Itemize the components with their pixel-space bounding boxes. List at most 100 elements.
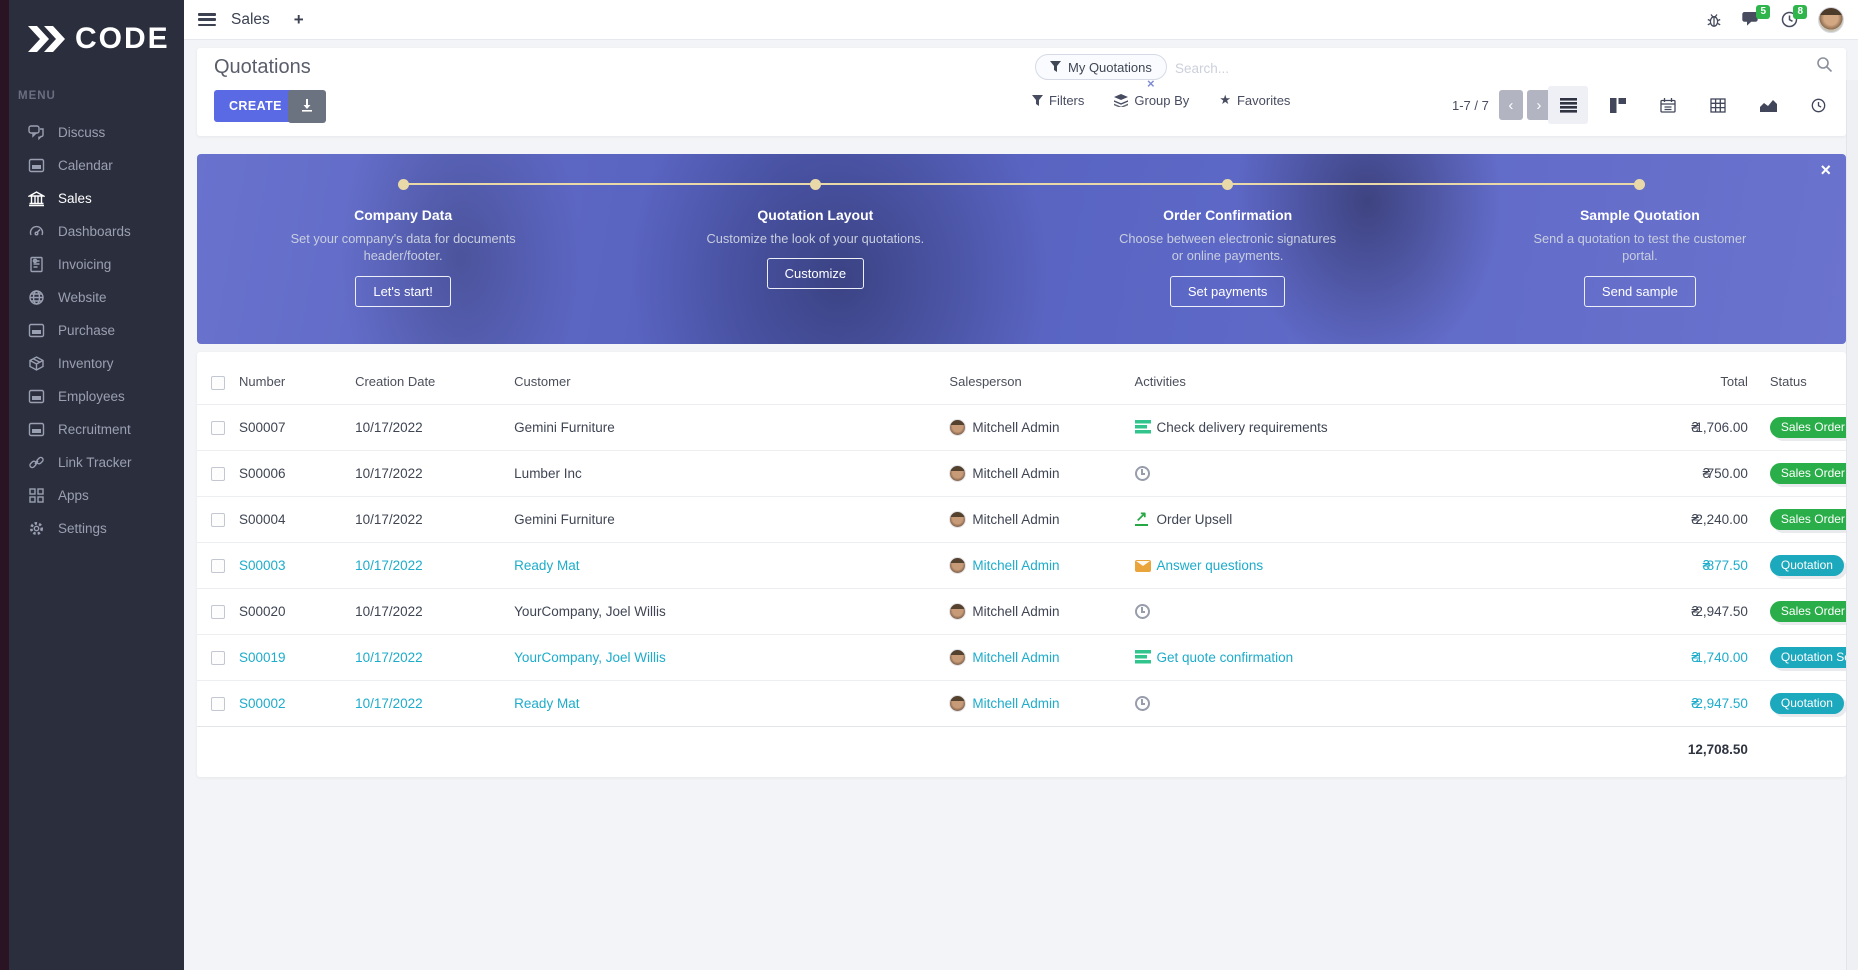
- lets-start-button[interactable]: Let's start!: [355, 275, 451, 307]
- sidebar-item-settings[interactable]: Settings: [0, 512, 184, 545]
- column-header-total[interactable]: Total: [1720, 374, 1748, 390]
- sidebar-item-sales[interactable]: Sales: [0, 182, 184, 215]
- table-row[interactable]: S00007 10/17/2022 Gemini Furniture Mitch…: [197, 403, 1846, 451]
- cell-number: S00007: [237, 403, 354, 451]
- view-activity-button[interactable]: [1798, 86, 1838, 124]
- table-row[interactable]: S00019 10/17/2022 YourCompany, Joel Will…: [197, 633, 1846, 681]
- column-header-number[interactable]: Number: [239, 374, 286, 390]
- set-payments-button[interactable]: Set payments: [1169, 275, 1286, 307]
- sidebar-item-inventory[interactable]: Inventory: [0, 347, 184, 380]
- activity-icon[interactable]: [1134, 603, 1150, 619]
- cell-status: Sales Order: [1747, 587, 1846, 635]
- sidebar-item-recruitment[interactable]: Recruitment: [0, 413, 184, 446]
- total-amount: 2,240.00: [1695, 511, 1748, 527]
- debug-bug-icon[interactable]: [1706, 12, 1722, 28]
- pager-range: 1-7 / 7: [1452, 97, 1489, 113]
- sidebar-item-link-tracker[interactable]: Link Tracker: [0, 446, 184, 479]
- sidebar-item-purchase[interactable]: Purchase: [0, 314, 184, 347]
- view-graph-button[interactable]: [1748, 86, 1788, 124]
- send-sample-button[interactable]: Send sample: [1583, 275, 1696, 307]
- activity-icon[interactable]: [1134, 508, 1151, 527]
- activity-label[interactable]: Get quote confirmation: [1156, 650, 1294, 666]
- activity-label[interactable]: Check delivery requirements: [1156, 420, 1328, 436]
- export-button[interactable]: [288, 90, 326, 123]
- create-button[interactable]: CREATE: [214, 90, 297, 122]
- clock-icon: [1781, 11, 1798, 28]
- sidebar-item-discuss[interactable]: Discuss: [0, 116, 184, 149]
- row-checkbox[interactable]: [211, 650, 225, 665]
- logo-chevrons-icon: [28, 26, 66, 52]
- salesperson-name: Mitchell Admin: [972, 419, 1060, 435]
- cell-creation-date: 10/17/2022: [353, 449, 513, 497]
- search-input[interactable]: [1175, 55, 1795, 81]
- sidebar-item-calendar[interactable]: Calendar: [0, 149, 184, 182]
- select-all-checkbox[interactable]: [211, 375, 225, 390]
- table-row[interactable]: S00004 10/17/2022 Gemini Furniture Mitch…: [197, 495, 1846, 543]
- total-amount: 2,947.50: [1695, 603, 1748, 619]
- view-kanban-button[interactable]: [1598, 86, 1638, 124]
- pager-previous-button[interactable]: ‹: [1498, 90, 1523, 120]
- cell-activity: Order Upsell: [1132, 495, 1598, 543]
- activity-icon[interactable]: [1134, 465, 1150, 481]
- active-app-name[interactable]: Sales: [231, 10, 270, 28]
- table-row[interactable]: S00002 10/17/2022 Ready Mat Mitchell Adm…: [197, 679, 1846, 727]
- sidebar-item-dashboards[interactable]: Dashboards: [0, 215, 184, 248]
- cell-creation-date: 10/17/2022: [353, 403, 513, 451]
- table-row[interactable]: S00006 10/17/2022 Lumber Inc Mitchell Ad…: [197, 449, 1846, 497]
- status-badge: Sales Order: [1769, 508, 1846, 530]
- cell-creation-date: 10/17/2022: [353, 633, 513, 681]
- column-header-customer[interactable]: Customer: [514, 374, 571, 390]
- total-amount: 877.50: [1706, 557, 1748, 573]
- menu-toggle-icon[interactable]: [198, 13, 216, 26]
- sidebar-item-website[interactable]: Website: [0, 281, 184, 314]
- row-checkbox[interactable]: [211, 696, 225, 711]
- activity-icon[interactable]: [1134, 649, 1151, 666]
- search-facet[interactable]: My Quotations: [1035, 54, 1167, 80]
- row-checkbox[interactable]: [211, 512, 225, 527]
- row-checkbox[interactable]: [211, 604, 225, 619]
- view-pivot-button[interactable]: [1698, 86, 1738, 124]
- table-row[interactable]: S00020 10/17/2022 YourCompany, Joel Will…: [197, 587, 1846, 635]
- activity-label[interactable]: Answer questions: [1156, 557, 1264, 573]
- pager-next-button[interactable]: ›: [1526, 90, 1551, 120]
- column-header-activities[interactable]: Activities: [1134, 374, 1186, 390]
- layers-icon: [1114, 93, 1129, 107]
- search-icon[interactable]: [1816, 56, 1833, 76]
- facet-remove-button[interactable]: ×: [1147, 76, 1155, 91]
- box-icon: [27, 355, 45, 373]
- activity-icon[interactable]: [1134, 419, 1151, 436]
- activity-icon[interactable]: [1134, 695, 1150, 711]
- salesperson-avatar: [949, 418, 967, 436]
- row-checkbox[interactable]: [211, 420, 225, 435]
- activity-label[interactable]: Order Upsell: [1156, 512, 1233, 528]
- sidebar-item-employees[interactable]: Employees: [0, 380, 184, 413]
- app-logo[interactable]: CODE: [28, 22, 184, 56]
- activity-icon[interactable]: [1134, 559, 1151, 572]
- menu-section-label: MENU: [18, 90, 56, 102]
- vertical-scrollbar[interactable]: [1846, 80, 1858, 970]
- group-by-button[interactable]: Group By: [1114, 93, 1189, 108]
- customize-button[interactable]: Customize: [766, 258, 865, 290]
- row-checkbox[interactable]: [211, 466, 225, 481]
- sidebar: CODE MENU Discuss Calendar Sales Dashboa…: [0, 0, 184, 970]
- total-amount: 2,947.50: [1695, 695, 1748, 711]
- view-list-button[interactable]: [1548, 86, 1588, 124]
- filters-button[interactable]: Filters: [1032, 93, 1084, 108]
- row-checkbox[interactable]: [211, 558, 225, 573]
- activities-button[interactable]: 8: [1781, 5, 1807, 28]
- column-header-salesperson[interactable]: Salesperson: [949, 374, 1022, 390]
- sidebar-item-invoicing[interactable]: Invoicing: [0, 248, 184, 281]
- view-calendar-button[interactable]: [1648, 86, 1688, 124]
- user-avatar[interactable]: [1818, 6, 1844, 33]
- status-badge: Quotation: [1769, 554, 1844, 576]
- column-header-creation-date[interactable]: Creation Date: [355, 374, 436, 390]
- add-tab-button[interactable]: +: [293, 9, 304, 29]
- sidebar-item-apps[interactable]: Apps: [0, 479, 184, 512]
- banner-close-icon[interactable]: ×: [1820, 160, 1831, 180]
- messages-button[interactable]: 5: [1742, 5, 1770, 28]
- salesperson-avatar: [949, 602, 967, 620]
- favorites-button[interactable]: ★ Favorites: [1219, 92, 1291, 108]
- cell-customer: YourCompany, Joel Willis: [512, 587, 948, 635]
- table-row[interactable]: S00003 10/17/2022 Ready Mat Mitchell Adm…: [197, 541, 1846, 589]
- column-header-status[interactable]: Status: [1769, 374, 1807, 390]
